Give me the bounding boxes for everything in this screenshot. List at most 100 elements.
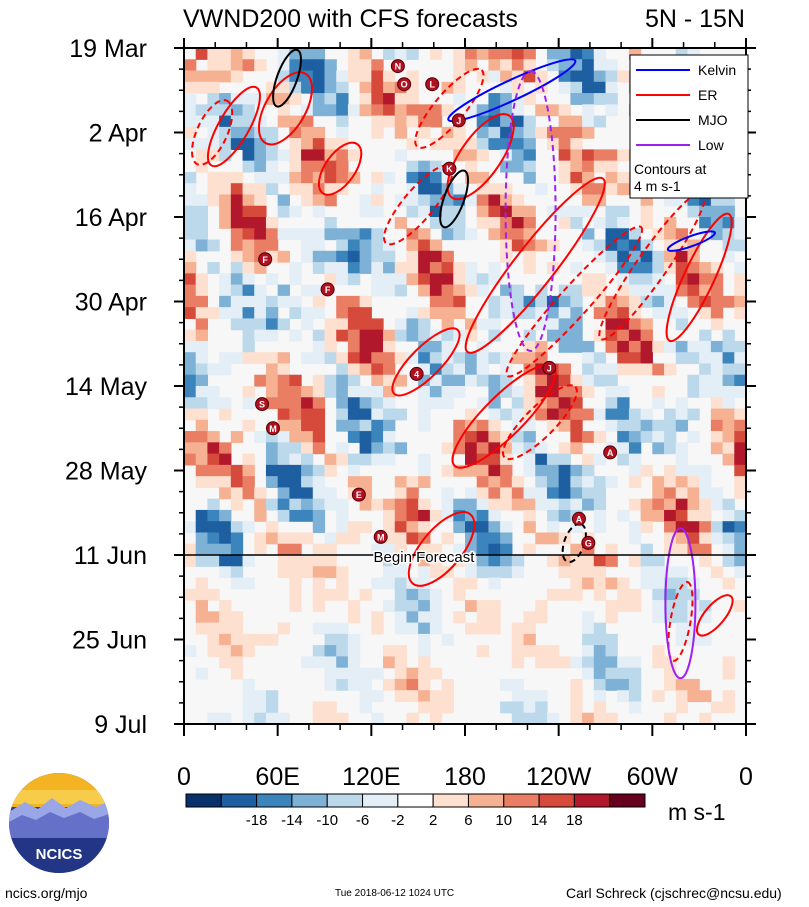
field-cell <box>371 498 384 511</box>
field-cell <box>184 273 197 286</box>
field-cell <box>734 487 746 500</box>
field-cell <box>570 588 583 601</box>
field-cell <box>546 59 560 72</box>
field-cell <box>593 273 607 286</box>
field-cell <box>523 419 536 432</box>
field-cell <box>195 419 209 432</box>
footer-site[interactable]: ncics.org/mjo <box>5 885 88 901</box>
field-cell <box>652 397 665 410</box>
field-cell <box>371 667 384 680</box>
field-cell <box>734 284 746 297</box>
field-cell <box>465 487 478 500</box>
wave-contour <box>206 85 261 168</box>
field-cell <box>184 555 197 567</box>
field-cell <box>219 622 232 635</box>
field-cell <box>230 228 244 241</box>
field-cell <box>476 194 490 207</box>
field-cell <box>324 340 337 353</box>
field-cell <box>500 408 513 421</box>
field-cell <box>687 611 700 624</box>
field-cell <box>347 307 361 319</box>
field-cell <box>359 205 372 218</box>
field-cell <box>289 183 302 196</box>
field-cell <box>347 386 361 398</box>
field-cell <box>640 250 653 263</box>
field-cell <box>312 397 326 410</box>
field-cell <box>687 509 700 522</box>
field-cell <box>675 498 689 511</box>
field-cell <box>347 363 361 376</box>
field-cell <box>699 205 712 218</box>
logo-text: NCICS <box>36 846 83 863</box>
storm-marker-label: F <box>325 285 331 295</box>
field-cell <box>184 194 197 207</box>
field-cell <box>570 712 583 724</box>
wave-contour <box>391 327 461 397</box>
field-cell <box>347 645 361 657</box>
field-cell <box>230 487 244 500</box>
field-cell <box>406 487 419 500</box>
field-cell <box>359 487 372 500</box>
field-cell <box>184 93 197 105</box>
field-cell <box>324 555 337 567</box>
field-cell <box>652 566 665 579</box>
field-cell <box>582 183 595 196</box>
field-cell <box>558 363 571 376</box>
field-cell <box>336 126 349 139</box>
field-cell <box>394 284 408 297</box>
field-cell <box>242 453 255 466</box>
field-cell <box>570 262 583 274</box>
field-cell <box>242 104 255 117</box>
field-cell <box>207 464 220 477</box>
field-cell <box>465 464 478 477</box>
field-cell <box>324 70 337 83</box>
field-cell <box>289 138 302 150</box>
field-cell <box>593 431 607 443</box>
field-cell <box>652 656 665 669</box>
field-cell <box>582 59 595 72</box>
field-cell <box>418 555 431 567</box>
field-cell <box>523 126 536 139</box>
colorbar-tick-label: 14 <box>531 812 548 829</box>
field-cell <box>429 273 443 286</box>
field-cell <box>710 408 724 421</box>
field-cell <box>359 48 372 60</box>
field-cell <box>476 600 490 612</box>
field-cell <box>699 543 712 556</box>
field-cell <box>219 194 232 207</box>
storm-marker-label: E <box>356 490 362 500</box>
field-cell <box>628 340 642 353</box>
field-cell <box>230 566 244 579</box>
field-cell <box>558 442 571 455</box>
field-cell <box>406 93 419 105</box>
field-cell <box>535 295 548 308</box>
field-cell <box>277 194 290 207</box>
field-cell <box>570 566 583 579</box>
field-cell <box>429 115 443 128</box>
field-cell <box>511 228 525 241</box>
field-cell <box>523 487 536 500</box>
field-cell <box>301 115 314 128</box>
field-cell <box>336 667 349 680</box>
field-cell <box>418 239 431 252</box>
field-cell <box>418 352 431 365</box>
field-cell <box>593 577 607 590</box>
field-cell <box>219 284 232 297</box>
field-cell <box>675 408 689 421</box>
field-cell <box>254 307 267 319</box>
field-cell <box>453 588 466 601</box>
field-cell <box>523 374 536 387</box>
field-cell <box>230 70 244 83</box>
field-cell <box>640 239 653 252</box>
field-cell <box>289 408 302 421</box>
field-cell <box>734 543 746 556</box>
field-cell <box>184 588 197 601</box>
field-cell <box>488 555 501 567</box>
field-cell <box>312 295 326 308</box>
field-cell <box>582 126 595 139</box>
field-cell <box>675 532 689 545</box>
field-cell <box>734 262 746 274</box>
field-cell <box>488 442 501 455</box>
storm-marker: A <box>603 445 618 460</box>
field-cell <box>699 633 712 646</box>
